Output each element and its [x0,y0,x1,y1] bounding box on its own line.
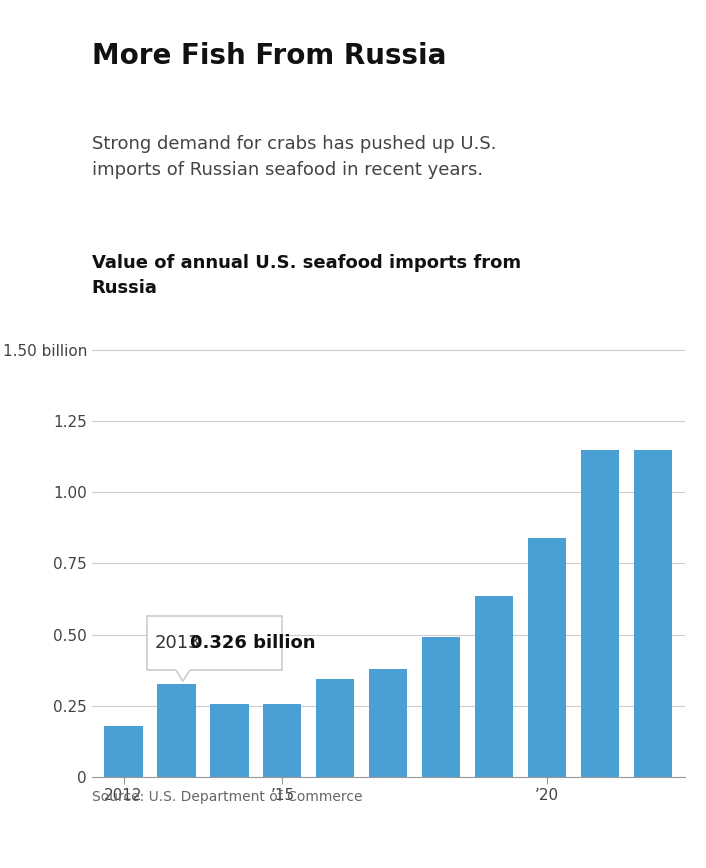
Bar [263,704,301,777]
Text: More Fish From Russia: More Fish From Russia [92,42,446,70]
Bar [369,668,407,777]
Bar [634,450,672,777]
Text: 0.326 billion: 0.326 billion [190,634,316,652]
Text: 2013: 2013 [154,634,200,652]
Bar [475,596,513,777]
Polygon shape [176,668,190,675]
Bar [210,704,249,777]
Bar [422,637,460,777]
Text: Value of annual U.S. seafood imports from
Russia: Value of annual U.S. seafood imports fro… [92,254,521,298]
Bar [581,450,619,777]
Bar [157,684,196,777]
Bar [528,538,566,777]
Text: Source: U.S. Department of Commerce: Source: U.S. Department of Commerce [92,790,362,804]
Bar [316,679,354,777]
Text: Strong demand for crabs has pushed up U.S.
imports of Russian seafood in recent : Strong demand for crabs has pushed up U.… [92,135,496,179]
FancyBboxPatch shape [148,615,282,670]
Polygon shape [175,668,191,681]
Bar [104,726,143,777]
